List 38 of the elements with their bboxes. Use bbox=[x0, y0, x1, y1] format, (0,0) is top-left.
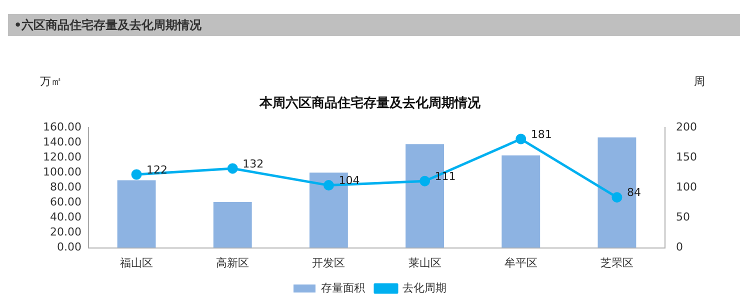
point bbox=[131, 169, 142, 180]
x-tick-label: 牟平区 bbox=[504, 256, 538, 270]
bar bbox=[117, 180, 156, 248]
point bbox=[420, 176, 430, 186]
data-label: 181 bbox=[530, 128, 552, 141]
legend-label: 存量面积 bbox=[321, 281, 365, 294]
y-tick-label: 160.00 bbox=[42, 120, 82, 134]
x-tick-label: 福山区 bbox=[120, 256, 154, 270]
y2-tick-label: 100 bbox=[676, 180, 698, 194]
data-label: 111 bbox=[434, 170, 456, 183]
bar bbox=[213, 202, 252, 248]
bar bbox=[502, 155, 540, 248]
y2-axis-title: 周 bbox=[694, 74, 705, 88]
y-tick-label: 60.00 bbox=[50, 196, 82, 209]
text: •六区商品住宅存量及去化周期情况 bbox=[8, 14, 740, 36]
legend-label: 去化周期 bbox=[402, 281, 446, 294]
x-tick-label: 莱山区 bbox=[408, 256, 442, 270]
x-tick-label: 芝罘区 bbox=[600, 256, 634, 270]
point bbox=[516, 134, 526, 144]
y-axis-title: 万㎡ bbox=[40, 74, 62, 88]
y2-tick-label: 50 bbox=[676, 210, 690, 224]
x-tick-label: 开发区 bbox=[312, 256, 346, 270]
data-label: 132 bbox=[242, 157, 264, 170]
y-tick-label: 0.00 bbox=[56, 240, 82, 254]
y-tick-label: 140.00 bbox=[42, 135, 82, 148]
point bbox=[227, 163, 238, 174]
y-tick-label: 20.00 bbox=[50, 226, 82, 239]
chart-title: 本周六区商品住宅存量及去化周期情况 bbox=[258, 95, 482, 112]
point bbox=[612, 192, 622, 203]
y-tick-label: 120.00 bbox=[42, 150, 82, 164]
x-tick-label: 高新区 bbox=[216, 256, 250, 270]
y-tick-label: 100.00 bbox=[42, 166, 82, 179]
y2-tick-label: 0 bbox=[676, 240, 684, 254]
y2-tick-label: 200 bbox=[676, 120, 698, 134]
y-tick-label: 40.00 bbox=[50, 210, 82, 224]
y2-tick-label: 150 bbox=[676, 150, 698, 164]
y-tick-label: 80.00 bbox=[50, 180, 82, 194]
point bbox=[323, 180, 334, 191]
